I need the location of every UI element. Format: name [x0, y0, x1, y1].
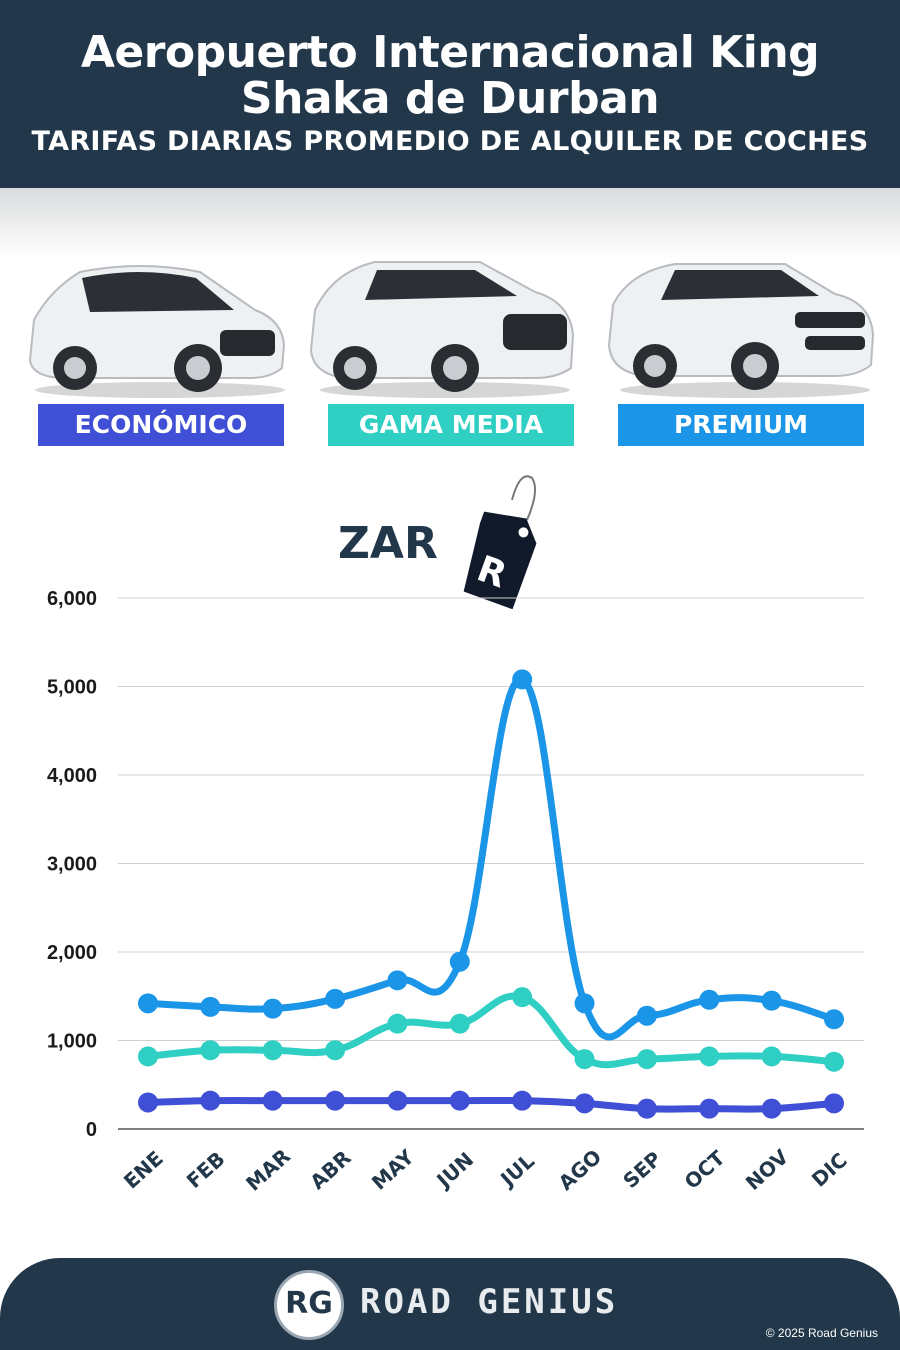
data-point — [824, 1009, 844, 1030]
y-tick-label: 6,000 — [47, 588, 97, 610]
page-title: Aeropuerto Internacional King Shaka de D… — [0, 0, 900, 122]
data-point — [512, 1090, 533, 1111]
data-point — [824, 1051, 844, 1072]
midsize-car-image — [309, 261, 575, 398]
brand-name: ROAD GENIUS — [360, 1282, 619, 1322]
data-point — [512, 669, 533, 690]
data-point — [636, 1049, 657, 1070]
data-point — [699, 1046, 720, 1067]
data-point — [387, 1090, 408, 1111]
x-tick-label: AGO — [554, 1145, 606, 1196]
page-subtitle: TARIFAS DIARIAS PROMEDIO DE ALQUILER DE … — [31, 126, 869, 157]
data-point — [574, 1049, 595, 1070]
y-tick-label: 1,000 — [47, 1031, 97, 1053]
x-tick-label: ABR — [305, 1145, 355, 1194]
data-point — [387, 1013, 408, 1034]
x-tick-label: DIC — [807, 1148, 852, 1192]
x-tick-label: MAR — [241, 1144, 295, 1196]
data-point — [262, 1090, 283, 1111]
data-point — [387, 970, 408, 991]
x-tick-label: JUN — [431, 1147, 479, 1193]
y-tick-label: 4,000 — [47, 765, 97, 787]
data-point — [262, 1040, 283, 1061]
x-tick-label: FEB — [182, 1147, 230, 1193]
series-line-0 — [144, 1096, 838, 1113]
data-point — [200, 996, 221, 1017]
economy-car-image — [28, 265, 286, 398]
x-tick-label: SEP — [618, 1147, 666, 1193]
line-chart: ZAR R 0 1,000 2,000 3,000 4,000 5,000 6,000 EN… — [47, 475, 864, 1196]
y-tick-label: 3,000 — [47, 854, 97, 876]
header-shadow — [0, 188, 900, 258]
data-point — [761, 1046, 782, 1067]
premium-car-image — [607, 263, 875, 398]
category-premium: PREMIUM — [618, 404, 864, 446]
data-point — [636, 1005, 657, 1026]
data-point — [699, 989, 720, 1010]
category-economy: ECONÓMICO — [38, 404, 284, 446]
header: Aeropuerto Internacional King Shaka de D… — [0, 0, 900, 188]
data-point — [200, 1040, 221, 1061]
x-tick-label: ENE — [119, 1146, 168, 1193]
data-point — [761, 990, 782, 1011]
y-tick-label: 0 — [86, 1119, 97, 1141]
data-point — [574, 993, 595, 1014]
data-point — [325, 988, 346, 1009]
data-point — [200, 1090, 221, 1111]
data-point — [449, 1090, 470, 1111]
y-tick-label: 5,000 — [47, 677, 97, 699]
data-point — [824, 1093, 844, 1114]
data-point — [636, 1098, 657, 1119]
title-line-1: Aeropuerto Internacional King — [80, 27, 820, 78]
data-point — [138, 1092, 158, 1113]
data-point — [325, 1090, 346, 1111]
category-midsize: GAMA MEDIA — [328, 404, 574, 446]
series-line-2 — [144, 675, 838, 1041]
road-genius-logo: RG — [274, 1270, 344, 1340]
data-point — [512, 987, 533, 1008]
data-point — [325, 1040, 346, 1061]
data-point — [138, 1046, 158, 1067]
data-point — [761, 1098, 782, 1119]
x-tick-label: NOV — [741, 1144, 794, 1195]
footer — [0, 1258, 900, 1350]
x-tick-label: OCT — [680, 1145, 730, 1193]
price-tag-icon: R — [463, 475, 537, 610]
copyright: © 2025 Road Genius — [765, 1326, 878, 1340]
data-point — [449, 1013, 470, 1034]
x-tick-label: JUL — [494, 1149, 539, 1193]
title-line-2: Shaka de Durban — [240, 73, 660, 124]
data-point — [449, 951, 470, 972]
data-point — [262, 998, 283, 1019]
data-point — [699, 1098, 720, 1119]
y-tick-label: 2,000 — [47, 942, 97, 964]
currency-label: ZAR — [338, 518, 438, 569]
x-tick-label: MAY — [367, 1144, 419, 1194]
data-point — [574, 1093, 595, 1114]
data-point — [138, 993, 158, 1014]
